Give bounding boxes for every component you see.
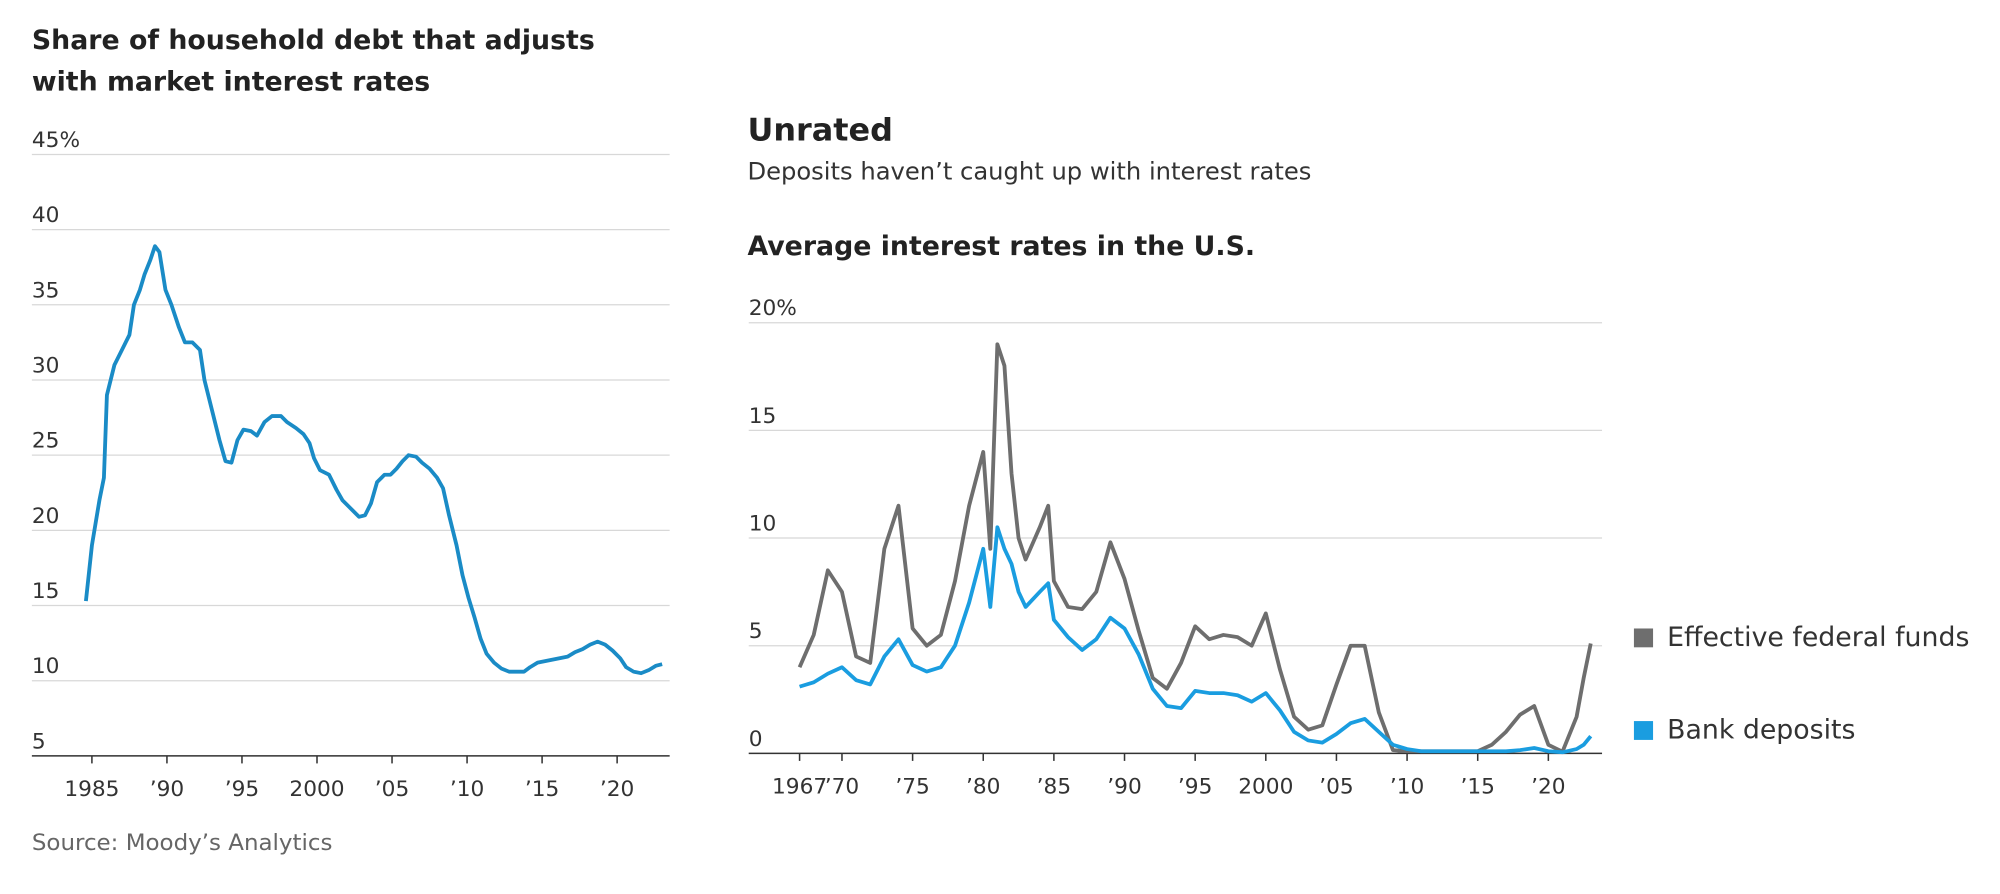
subtitle: Deposits haven’t caught up with interest… xyxy=(747,158,1311,186)
y-tick-label: 15 xyxy=(32,579,60,604)
chart-title: Share of household debt that adjusts with… xyxy=(32,25,595,97)
x-tick-label: ’90 xyxy=(1107,775,1141,800)
y-tick-label: 5 xyxy=(32,729,46,754)
x-tick-label: ’70 xyxy=(825,775,859,800)
x-tick-label: ’20 xyxy=(1531,775,1565,800)
y-tick-label: 25 xyxy=(32,429,60,454)
legend-label: Bank deposits xyxy=(1667,715,1855,746)
y-tick-label: 40 xyxy=(32,203,60,228)
chart-title: Average interest rates in the U.S. xyxy=(747,231,1255,262)
data-line xyxy=(84,244,663,676)
x-tick-label: 2000 xyxy=(1238,775,1293,800)
legend-swatch xyxy=(1633,721,1654,740)
x-tick-label: ’15 xyxy=(1460,775,1494,800)
x-tick-label: ’05 xyxy=(1319,775,1353,800)
x-tick-label: ’05 xyxy=(375,777,409,802)
x-tick-label: 1985 xyxy=(64,777,119,802)
x-tick-label: ’10 xyxy=(450,777,484,802)
x-tick-label: ’80 xyxy=(966,775,1000,800)
y-tick-label: 20 xyxy=(32,504,60,529)
x-tick-label: 1967 xyxy=(772,775,827,800)
y-tick-label: 20% xyxy=(749,296,797,321)
y-tick-label: 5 xyxy=(749,619,763,644)
x-tick-label: ’15 xyxy=(525,777,559,802)
y-tick-label: 0 xyxy=(749,727,763,752)
y-tick-label: 10 xyxy=(32,654,60,679)
x-tick-label: ’85 xyxy=(1037,775,1071,800)
y-tick-label: 45% xyxy=(32,128,80,153)
legend-swatch xyxy=(1633,628,1654,648)
data-line xyxy=(799,525,1593,755)
x-tick-label: ’75 xyxy=(895,775,929,800)
legend-label: Effective federal funds xyxy=(1667,622,1969,653)
x-tick-label: ’95 xyxy=(225,777,259,802)
x-tick-label: ’90 xyxy=(150,777,184,802)
y-tick-label: 35 xyxy=(32,278,60,303)
y-tick-label: 10 xyxy=(749,512,777,537)
x-tick-label: ’95 xyxy=(1178,775,1212,800)
x-tick-label: ’10 xyxy=(1390,775,1424,800)
x-tick-label: ’20 xyxy=(600,777,634,802)
y-tick-label: 15 xyxy=(749,404,777,429)
x-tick-label: 2000 xyxy=(289,777,344,802)
source: Source: Moody’s Analytics xyxy=(32,830,333,856)
heading: Unrated xyxy=(747,113,892,149)
y-tick-label: 30 xyxy=(32,354,60,379)
